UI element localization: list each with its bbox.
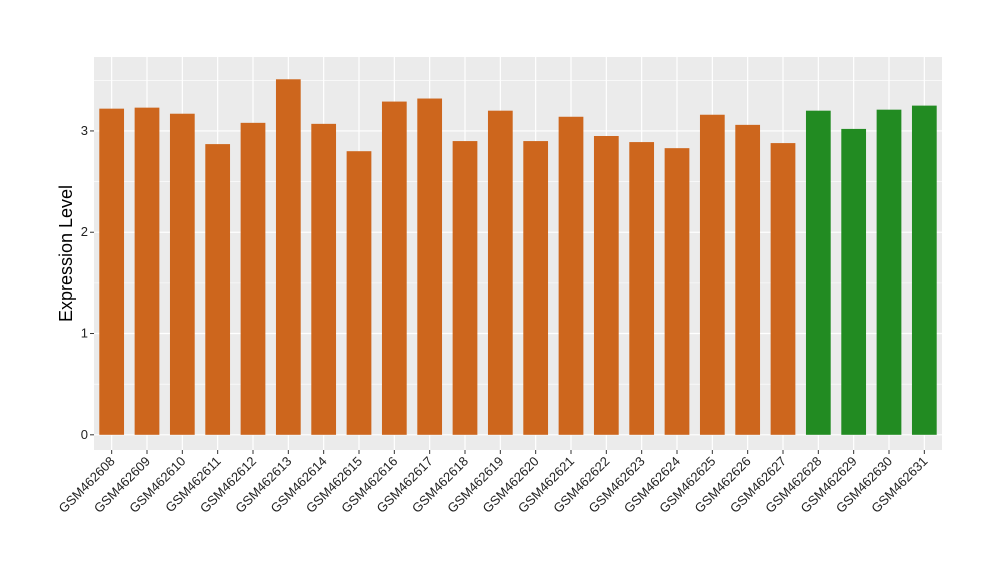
bar-GSM462624 [664,148,690,435]
y-axis-title: Expression Level [56,185,76,322]
bar-GSM462625 [699,114,725,435]
bar-GSM462628 [805,110,831,435]
bar-GSM462612 [240,122,266,435]
bar-GSM462620 [523,141,549,435]
y-tick-label: 0 [81,427,88,442]
y-tick-label: 2 [81,224,88,239]
bar-GSM462616 [381,101,407,435]
x-axis: GSM462608GSM462609GSM462610GSM462611GSM4… [56,450,930,516]
bar-GSM462622 [593,136,619,435]
bar-GSM462626 [735,124,761,435]
bars [99,79,937,435]
bar-GSM462613 [275,79,301,435]
bar-GSM462618 [452,141,478,435]
bar-GSM462629 [841,128,867,435]
bar-GSM462623 [629,142,655,435]
bar-GSM462621 [558,116,584,435]
bar-GSM462630 [876,109,902,435]
bar-GSM462631 [911,105,937,435]
y-tick-label: 1 [81,326,88,341]
plot-panel [94,57,942,450]
bar-GSM462627 [770,143,796,435]
bar-GSM462608 [99,108,125,435]
bar-GSM462619 [487,110,513,435]
bar-GSM462610 [169,113,195,435]
bar-GSM462611 [205,144,231,435]
y-tick-label: 3 [81,123,88,138]
bar-GSM462614 [311,123,337,435]
bar-GSM462615 [346,151,372,435]
bar-GSM462617 [417,98,443,435]
y-axis: 0 1 2 3 [81,123,94,442]
bar-GSM462609 [134,107,160,435]
